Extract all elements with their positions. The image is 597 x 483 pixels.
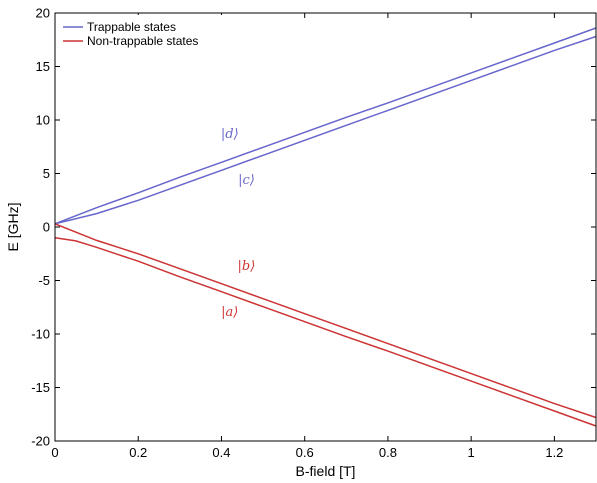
series-layer: [54, 27, 597, 427]
state-annotation: |a⟩: [221, 305, 238, 320]
y-tick-label: 20: [36, 6, 50, 21]
y-tick-label: -15: [31, 380, 50, 395]
series-line-state-a: [54, 236, 597, 427]
legend-box: [57, 15, 232, 53]
legend-label-trappable: Trappable states: [87, 20, 176, 34]
y-tick-label: -20: [31, 434, 50, 449]
plot-frame: [54, 12, 597, 442]
y-tick-label: 0: [43, 220, 50, 235]
state-annotation: |d⟩: [221, 127, 239, 142]
x-tick-label: 1.2: [545, 445, 563, 460]
annotation-layer: |d⟩ |c⟩ |b⟩ |a⟩: [221, 127, 255, 320]
x-tick-label: 0.2: [129, 445, 147, 460]
state-annotation: |c⟩: [238, 173, 255, 188]
x-tick-label: 0.4: [212, 445, 230, 460]
x-tick-label: 0.6: [296, 445, 314, 460]
y-tick-label: 5: [43, 166, 50, 181]
ticks-layer: 0 0.2 0.4 0.6 0.8 1 1.2 -20 -15 -10 -5 0 5 10 15 20: [31, 6, 596, 460]
state-annotation: |b⟩: [238, 259, 256, 274]
series-line-state-b: [54, 223, 597, 419]
y-tick-label: 15: [36, 59, 50, 74]
x-axis-label: B-field [T]: [296, 463, 356, 479]
x-tick-label: 1: [468, 445, 475, 460]
y-tick-label: 10: [36, 113, 50, 128]
series-line-state-d: [54, 27, 597, 225]
y-tick-label: -5: [38, 273, 50, 288]
y-axis-label: E [GHz]: [5, 202, 21, 251]
x-tick-label: 0: [51, 445, 58, 460]
y-tick-label: -10: [31, 327, 50, 342]
series-line-state-c: [54, 35, 597, 225]
legend: Trappable states Non-trappable states: [57, 15, 232, 53]
x-tick-label: 0.8: [379, 445, 397, 460]
legend-label-non-trappable: Non-trappable states: [87, 34, 198, 48]
